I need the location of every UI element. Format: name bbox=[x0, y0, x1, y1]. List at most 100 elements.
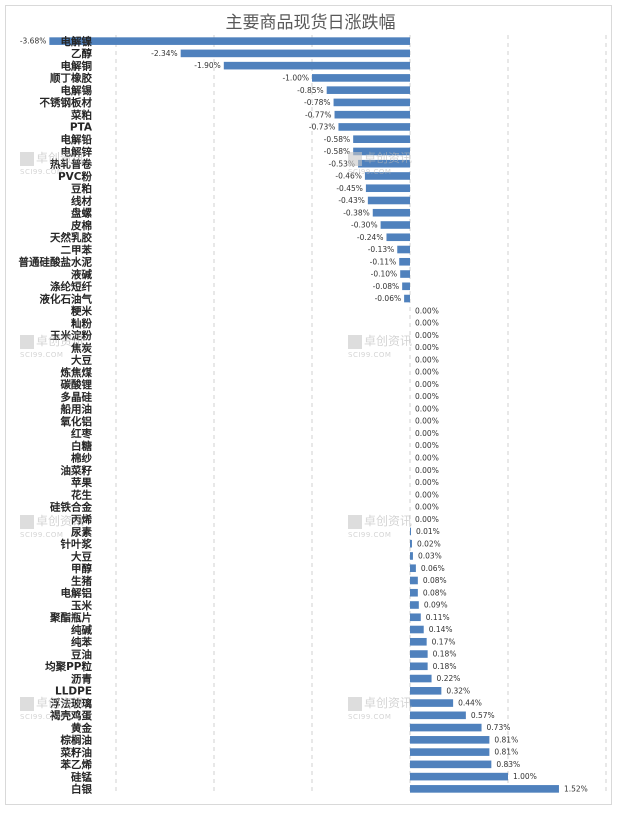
category-label: 氧化铝 bbox=[60, 415, 93, 428]
category-label: 电解镍 bbox=[61, 35, 93, 48]
bar bbox=[410, 637, 427, 646]
value-label: -0.53% bbox=[329, 159, 356, 168]
value-label: 0.03% bbox=[418, 552, 442, 561]
value-label: -1.00% bbox=[282, 74, 309, 83]
category-label: 菜粕 bbox=[70, 108, 92, 121]
bar bbox=[410, 588, 418, 597]
category-label: 不锈钢板材 bbox=[40, 96, 93, 109]
watermark-subtext: SCI99.COM bbox=[348, 168, 392, 176]
value-label: 0.00% bbox=[415, 355, 439, 364]
category-label: 二甲苯 bbox=[61, 243, 93, 256]
watermark: 卓创资讯 SCI99.COM bbox=[348, 152, 412, 178]
category-label: 液化石油气 bbox=[40, 292, 93, 305]
value-label: 0.00% bbox=[415, 404, 439, 413]
bar bbox=[365, 184, 410, 193]
bar bbox=[312, 74, 410, 82]
value-label: -0.43% bbox=[338, 196, 365, 205]
category-label: 玉米淀粉 bbox=[50, 329, 92, 342]
category-label: 褐壳鸡蛋 bbox=[49, 709, 92, 722]
bar bbox=[410, 625, 424, 634]
bar bbox=[410, 736, 490, 744]
category-label: 炼焦煤 bbox=[61, 366, 93, 379]
bar bbox=[334, 110, 410, 119]
chart-frame bbox=[5, 5, 612, 805]
watermark-text: 卓创资讯 bbox=[36, 514, 85, 528]
category-label: 白糖 bbox=[71, 439, 92, 452]
value-label: 0.00% bbox=[415, 306, 439, 315]
value-label: 1.52% bbox=[564, 784, 588, 793]
category-label: 苯乙烯 bbox=[60, 758, 93, 771]
watermark: 卓创资讯 SCI99.COM bbox=[348, 335, 412, 361]
category-label: 液碱 bbox=[71, 268, 92, 281]
watermark-logo-icon bbox=[20, 152, 34, 166]
value-label: 0.17% bbox=[432, 637, 456, 646]
category-labels: 电解镍乙醇电解铜顺丁橡胶电解锡不锈钢板材菜粕PTA电解铅电解锌热轧普卷PVC粉豆… bbox=[19, 35, 93, 796]
bar bbox=[49, 37, 411, 45]
bar bbox=[410, 564, 416, 573]
bar bbox=[410, 674, 432, 683]
category-label: 电解铅 bbox=[61, 133, 93, 146]
watermark-logo-icon bbox=[348, 515, 362, 529]
category-label: 沥青 bbox=[71, 672, 92, 685]
watermark: 卓创资讯 SCI99.COM bbox=[348, 515, 412, 541]
bar bbox=[386, 233, 410, 242]
category-label: LLDPE bbox=[55, 686, 92, 698]
bar bbox=[180, 49, 410, 58]
category-label: 均聚PP粒 bbox=[45, 660, 92, 673]
category-label: 盘螺 bbox=[71, 207, 92, 220]
value-label: 0.00% bbox=[415, 380, 439, 389]
watermark-text: 卓创资讯 bbox=[364, 151, 413, 165]
category-label: 白银 bbox=[71, 783, 92, 796]
value-label: -0.24% bbox=[357, 233, 384, 242]
category-label: 皮棉 bbox=[70, 219, 92, 232]
bars bbox=[49, 37, 559, 793]
watermark-subtext: SCI99.COM bbox=[20, 713, 64, 721]
category-label: 顺丁橡胶 bbox=[50, 72, 92, 85]
value-label: 0.06% bbox=[421, 564, 445, 573]
value-labels: -3.68% -2.34% -1.90% -1.00% -0.85% -0.78% -0.7… bbox=[20, 37, 588, 794]
bar bbox=[410, 601, 419, 609]
value-label: 0.00% bbox=[415, 454, 439, 463]
category-label: 电解铜 bbox=[61, 59, 93, 72]
value-label: 0.73% bbox=[487, 723, 511, 732]
value-label: -0.73% bbox=[309, 123, 336, 132]
value-label: 0.14% bbox=[429, 625, 453, 634]
bar bbox=[402, 282, 410, 291]
value-label: -0.58% bbox=[324, 135, 351, 144]
category-label: 普通硅酸盐水泥 bbox=[19, 256, 93, 269]
value-label: -0.08% bbox=[373, 282, 400, 291]
bar bbox=[326, 86, 410, 94]
value-label: -0.06% bbox=[375, 294, 402, 303]
value-label: 0.01% bbox=[416, 527, 440, 536]
value-label: -0.10% bbox=[371, 270, 398, 279]
value-label: -1.90% bbox=[194, 61, 221, 70]
bar bbox=[397, 245, 410, 254]
category-label: 硅锰 bbox=[71, 770, 92, 783]
category-label: 电解锡 bbox=[61, 84, 93, 97]
category-label: 大豆 bbox=[71, 354, 92, 367]
category-label: 生猪 bbox=[71, 574, 92, 587]
category-label: 粳米 bbox=[70, 305, 92, 318]
category-label: 大豆 bbox=[71, 550, 92, 563]
value-label: 0.57% bbox=[471, 711, 495, 720]
category-label: 甲醇 bbox=[71, 562, 92, 575]
category-label: PTA bbox=[70, 122, 93, 134]
category-label: 热轧普卷 bbox=[50, 158, 92, 171]
category-label: 豆油 bbox=[71, 648, 92, 661]
value-label: 0.81% bbox=[494, 748, 518, 757]
category-label: 乙醇 bbox=[71, 47, 92, 60]
value-label: 0.00% bbox=[415, 466, 439, 475]
bar bbox=[364, 172, 410, 180]
category-label: 焦炭 bbox=[70, 341, 92, 354]
value-label: 0.81% bbox=[494, 735, 518, 744]
watermark-logo-icon bbox=[348, 152, 362, 166]
bar bbox=[223, 61, 410, 70]
watermark-logo-icon bbox=[348, 335, 362, 349]
value-label: -2.34% bbox=[151, 49, 178, 58]
value-label: -0.11% bbox=[370, 257, 397, 266]
bar bbox=[399, 257, 410, 266]
bar bbox=[380, 221, 410, 229]
bar bbox=[367, 196, 410, 205]
watermark-logo-icon bbox=[20, 515, 34, 529]
category-label: 丙烯 bbox=[71, 513, 92, 526]
